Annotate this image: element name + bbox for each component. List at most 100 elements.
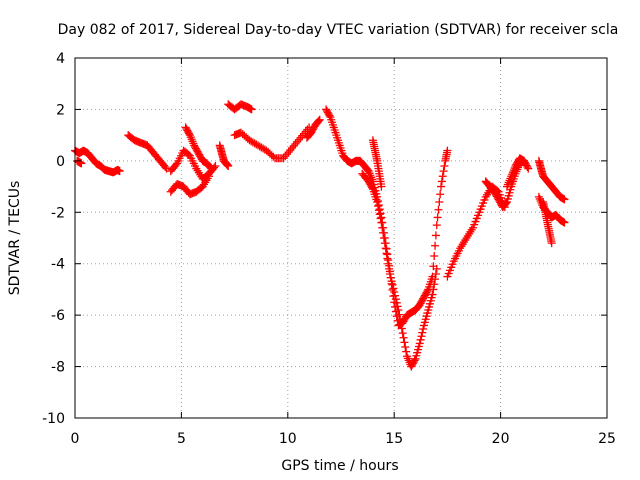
data-point-interp: [434, 205, 443, 214]
y-tick-label: 4: [56, 51, 65, 67]
data-point-interp: [379, 234, 388, 242]
data-point-interp: [385, 264, 394, 273]
data-point-interp: [439, 167, 448, 176]
data-point: [547, 239, 556, 248]
data-point: [432, 264, 441, 273]
data-point: [377, 182, 386, 191]
data-point-interp: [423, 286, 432, 295]
data-point: [77, 159, 86, 168]
data-point: [390, 288, 399, 296]
y-tick-label: 2: [56, 102, 65, 118]
data-point-interp: [437, 177, 446, 186]
y-tick-label: -2: [51, 205, 65, 221]
axis-ticks: [74, 57, 608, 419]
data-point: [162, 164, 171, 173]
data-point-interp: [433, 213, 442, 222]
data-point-interp: [386, 273, 395, 282]
y-tick-label: -4: [51, 257, 65, 273]
data-point-interp: [399, 333, 408, 342]
data-point-interp: [206, 163, 215, 172]
data-point-interp: [392, 298, 401, 307]
data-point-interp: [429, 285, 438, 294]
data-point-interp: [440, 162, 449, 170]
data-point-interp: [401, 343, 410, 352]
data-point-interp: [391, 295, 400, 304]
data-point: [560, 218, 569, 227]
data-points: [71, 100, 569, 371]
data-point: [381, 244, 390, 253]
x-tick-labels: 0 5 10 15 20 25: [71, 431, 616, 447]
data-point: [428, 290, 437, 299]
data-point: [394, 306, 403, 314]
y-axis-label: SDTVAR / TECUs: [7, 181, 23, 296]
x-tick-label: 10: [279, 431, 297, 447]
data-point: [373, 198, 382, 206]
data-point: [560, 195, 569, 204]
data-point-interp: [502, 199, 511, 208]
data-point: [205, 172, 214, 181]
data-point-interp: [171, 160, 180, 169]
data-point: [385, 270, 394, 278]
x-axis-label: GPS time / hours: [281, 458, 398, 474]
data-point-interp: [368, 183, 377, 192]
data-point: [415, 339, 424, 348]
data-point-interp: [402, 347, 411, 356]
data-point-interp: [397, 319, 406, 328]
y-tick-label: -8: [51, 360, 65, 376]
gridlines: [75, 58, 607, 418]
x-tick-label: 15: [385, 431, 403, 447]
data-point-interp: [391, 291, 400, 300]
data-point-interp: [435, 198, 444, 206]
data-point: [224, 162, 233, 170]
data-point-interp: [379, 228, 388, 237]
data-point-interp: [269, 152, 278, 161]
data-point-interp: [374, 202, 383, 211]
data-point: [524, 164, 533, 173]
x-tick-label: 0: [71, 431, 80, 447]
data-point-interp: [388, 280, 397, 289]
data-point-interp: [374, 206, 383, 215]
data-point-interp: [382, 249, 391, 258]
data-point: [377, 218, 386, 227]
data-point-interp: [418, 328, 427, 337]
y-tick-label: 0: [56, 154, 65, 170]
data-point-interp: [387, 277, 396, 286]
data-point-interp: [438, 172, 447, 181]
data-point-interp: [185, 129, 194, 138]
data-point-interp: [325, 111, 334, 120]
data-point-interp: [161, 163, 170, 172]
x-tick-label: 25: [598, 431, 616, 447]
data-point-interp: [430, 252, 439, 260]
data-point: [398, 329, 407, 338]
data-point-interp: [431, 270, 440, 278]
data-point-interp: [396, 315, 405, 324]
x-tick-label: 20: [492, 431, 510, 447]
plot-frame: [74, 57, 608, 419]
x-tick-label: 5: [177, 431, 186, 447]
y-tick-labels: -10 -8 -6 -4 -2 0 2 4: [42, 51, 65, 427]
data-point: [207, 164, 216, 173]
data-point-interp: [384, 259, 393, 268]
y-tick-label: -6: [51, 308, 65, 324]
data-point-interp: [416, 335, 425, 344]
data-point-interp: [523, 163, 532, 172]
data-point: [443, 146, 452, 155]
data-point-interp: [383, 254, 392, 263]
data-point: [115, 167, 124, 176]
data-point-interp: [389, 284, 398, 293]
data-point: [432, 221, 441, 230]
data-point-interp: [395, 310, 404, 319]
data-point-interp: [419, 325, 428, 334]
data-point-interp: [436, 190, 445, 199]
data-point-interp: [431, 275, 440, 284]
data-point-interp: [400, 338, 409, 347]
data-point: [247, 105, 256, 114]
data-point-interp: [378, 223, 387, 232]
data-point-interp: [314, 116, 323, 125]
data-point-interp: [397, 324, 406, 333]
data-point-interp: [431, 241, 440, 250]
y-tick-label: -10: [42, 411, 65, 427]
data-point-interp: [410, 356, 419, 365]
data-point: [437, 182, 446, 191]
